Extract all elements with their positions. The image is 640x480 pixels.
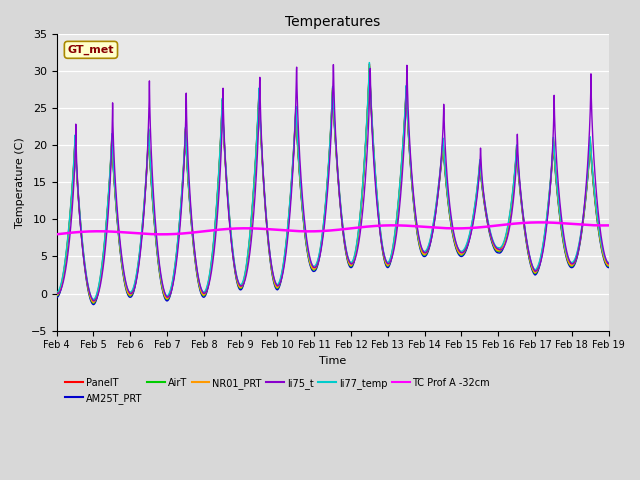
Line: AM25T_PRT: AM25T_PRT	[57, 68, 609, 305]
PanelT	[365, 61, 373, 67]
PanelT	[148, 194, 156, 200]
Y-axis label: Temperature (C): Temperature (C)	[15, 137, 25, 228]
X-axis label: Time: Time	[319, 356, 346, 366]
li77_temp	[265, 238, 273, 243]
AM25T_PRT	[265, 243, 273, 249]
TC Prof A -32cm	[595, 223, 602, 228]
Legend: PanelT, AM25T_PRT, AirT, NR01_PRT, li75_t, li77_temp, TC Prof A -32cm: PanelT, AM25T_PRT, AirT, NR01_PRT, li75_…	[61, 374, 494, 408]
AM25T_PRT	[595, 225, 602, 231]
li75_t	[605, 261, 612, 266]
AirT	[148, 196, 156, 202]
TC Prof A -32cm	[148, 231, 156, 237]
NR01_PRT	[265, 240, 273, 246]
Title: Temperatures: Temperatures	[285, 15, 380, 29]
NR01_PRT	[365, 62, 373, 68]
TC Prof A -32cm	[158, 231, 166, 237]
li77_temp	[289, 164, 296, 170]
li77_temp	[535, 261, 543, 267]
AM25T_PRT	[605, 265, 612, 271]
AM25T_PRT	[535, 266, 543, 272]
PanelT	[595, 222, 602, 228]
Line: TC Prof A -32cm: TC Prof A -32cm	[57, 222, 609, 234]
PanelT	[289, 166, 296, 171]
li77_temp	[116, 240, 124, 246]
PanelT	[605, 261, 612, 267]
NR01_PRT	[535, 264, 543, 270]
AirT	[265, 241, 273, 247]
TC Prof A -32cm	[536, 219, 544, 225]
TC Prof A -32cm	[605, 223, 612, 228]
AirT	[289, 168, 296, 174]
NR01_PRT	[289, 167, 296, 173]
li77_temp	[365, 60, 373, 65]
NR01_PRT	[148, 196, 156, 202]
AirT	[595, 224, 602, 229]
li75_t	[116, 236, 124, 242]
AM25T_PRT	[289, 169, 296, 175]
Line: li77_temp: li77_temp	[57, 62, 609, 300]
AirT	[90, 300, 97, 306]
li77_temp	[90, 297, 97, 302]
AirT	[116, 244, 124, 250]
TC Prof A -32cm	[116, 229, 124, 235]
Line: PanelT: PanelT	[57, 64, 609, 301]
AirT	[535, 265, 543, 271]
AM25T_PRT	[365, 65, 373, 71]
TC Prof A -32cm	[265, 226, 273, 232]
AirT	[53, 293, 61, 299]
li75_t	[265, 239, 273, 245]
PanelT	[90, 298, 97, 304]
NR01_PRT	[53, 292, 61, 298]
NR01_PRT	[605, 263, 612, 268]
PanelT	[53, 290, 61, 296]
PanelT	[265, 239, 273, 245]
PanelT	[116, 241, 124, 247]
AM25T_PRT	[148, 198, 156, 204]
Text: GT_met: GT_met	[68, 45, 114, 55]
li75_t	[330, 62, 337, 68]
NR01_PRT	[595, 223, 602, 229]
TC Prof A -32cm	[289, 228, 296, 234]
li77_temp	[605, 260, 612, 265]
AM25T_PRT	[90, 302, 97, 308]
li75_t	[53, 290, 61, 296]
Line: li75_t: li75_t	[57, 65, 609, 301]
Line: NR01_PRT: NR01_PRT	[57, 65, 609, 302]
li77_temp	[148, 193, 156, 199]
li75_t	[90, 298, 98, 304]
li77_temp	[595, 220, 602, 226]
AirT	[605, 263, 612, 269]
li75_t	[595, 209, 602, 215]
PanelT	[535, 263, 543, 268]
li75_t	[289, 175, 296, 180]
NR01_PRT	[90, 300, 97, 305]
TC Prof A -32cm	[53, 231, 61, 237]
TC Prof A -32cm	[534, 219, 542, 225]
li75_t	[148, 176, 156, 181]
Line: AirT: AirT	[57, 66, 609, 303]
li77_temp	[53, 289, 61, 295]
AirT	[365, 63, 373, 69]
AM25T_PRT	[53, 294, 61, 300]
AM25T_PRT	[116, 245, 124, 251]
NR01_PRT	[116, 243, 124, 249]
li75_t	[535, 265, 543, 271]
